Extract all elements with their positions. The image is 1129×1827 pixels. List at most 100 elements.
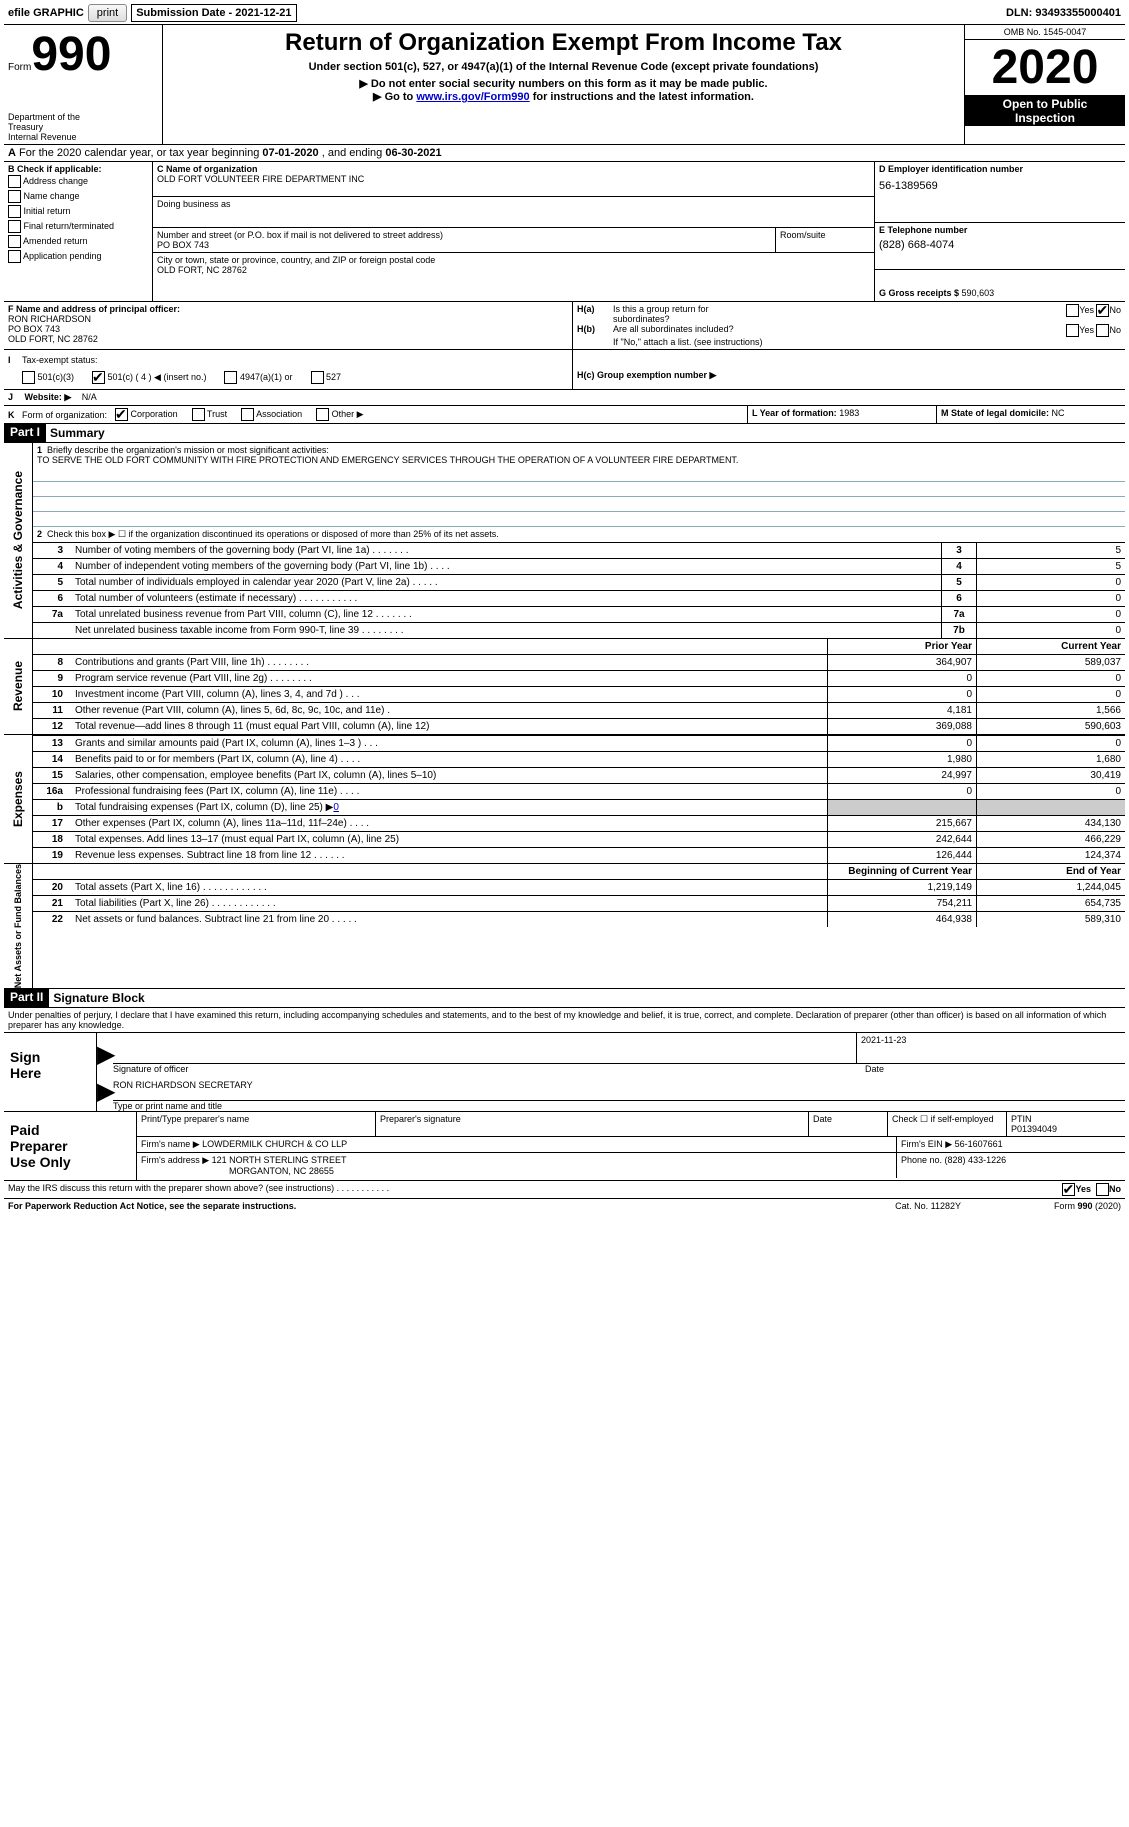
city-label: City or town, state or province, country… bbox=[157, 255, 870, 265]
dept-line3: Internal Revenue bbox=[8, 132, 158, 142]
irs-link[interactable]: www.irs.gov/Form990 bbox=[416, 91, 529, 103]
cname: OLD FORT VOLUNTEER FIRE DEPARTMENT INC bbox=[157, 174, 870, 184]
state-domicile: NC bbox=[1052, 408, 1065, 418]
warn2: ▶ Go to www.irs.gov/Form990 for instruct… bbox=[171, 90, 956, 103]
side-expenses: Expenses bbox=[11, 771, 25, 827]
org-form-option[interactable]: Association bbox=[241, 408, 302, 421]
officer-name-title: RON RICHARDSON SECRETARY bbox=[113, 1080, 1125, 1101]
street-label: Number and street (or P.O. box if mail i… bbox=[157, 230, 771, 240]
dln-value: 93493355000401 bbox=[1035, 7, 1121, 19]
form-word: Form990 bbox=[8, 27, 158, 82]
tax-status-option[interactable]: 4947(a)(1) or bbox=[224, 371, 292, 384]
org-form-option[interactable]: Trust bbox=[192, 408, 228, 421]
officer-addr2: OLD FORT, NC 28762 bbox=[8, 334, 568, 344]
room-label: Room/suite bbox=[780, 230, 870, 240]
line-k-text: Form of organization: bbox=[22, 410, 107, 420]
summary-net: Net Assets or Fund Balances Beginning of… bbox=[4, 864, 1125, 989]
tax-status-option[interactable]: 527 bbox=[311, 371, 342, 384]
part-ii-tag: Part II bbox=[4, 989, 49, 1007]
submission-date: 2021-12-21 bbox=[235, 7, 291, 19]
sign-date: 2021-11-23 bbox=[856, 1033, 1125, 1064]
hdr-begin: Beginning of Current Year bbox=[828, 864, 977, 879]
print-button[interactable]: print bbox=[88, 4, 127, 22]
box-b-item[interactable]: Application pending bbox=[8, 249, 148, 264]
box-b-item[interactable]: Name change bbox=[8, 189, 148, 204]
preparer-block: Paid Preparer Use Only Print/Type prepar… bbox=[4, 1112, 1125, 1181]
box-b-title: B Check if applicable: bbox=[8, 164, 148, 174]
dba-label: Doing business as bbox=[157, 199, 870, 209]
website-value: N/A bbox=[74, 392, 97, 402]
psig-label: Preparer's signature bbox=[376, 1112, 809, 1136]
ptname-label: Print/Type preparer's name bbox=[137, 1112, 376, 1136]
open-inspection: Open to PublicInspection bbox=[965, 96, 1125, 126]
klm-row: K Form of organization: Corporation Trus… bbox=[4, 406, 1125, 424]
self-emp-label: Check ☐ if self-employed bbox=[888, 1112, 1007, 1136]
submission-date-box: Submission Date - 2021-12-21 bbox=[131, 4, 296, 22]
ptin: P01394049 bbox=[1011, 1124, 1121, 1134]
summary-rev: Revenue Prior Year Current Year 8Contrib… bbox=[4, 639, 1125, 735]
side-revenue: Revenue bbox=[11, 661, 25, 711]
line-j: J Website: ▶ N/A bbox=[4, 390, 1125, 406]
org-form-option[interactable]: Corporation bbox=[115, 408, 178, 421]
part-i-title: Summary bbox=[46, 424, 109, 442]
dln-label: DLN: bbox=[1006, 7, 1035, 19]
part-ii-header: Part II Signature Block bbox=[4, 989, 1125, 1008]
h-b: H(b) Are all subordinates included? Yes … bbox=[577, 324, 1121, 337]
form-title: Return of Organization Exempt From Incom… bbox=[171, 29, 956, 57]
form-number: 990 bbox=[31, 28, 111, 81]
tax-status-option[interactable]: 501(c)(3) bbox=[22, 371, 74, 384]
officer-addr1: PO BOX 743 bbox=[8, 324, 568, 334]
box-b: B Check if applicable: Address change Na… bbox=[4, 162, 153, 301]
tel: (828) 668-4074 bbox=[879, 239, 1121, 251]
box-b-item[interactable]: Address change bbox=[8, 174, 148, 189]
footer-right: Form 990 (2020) bbox=[961, 1201, 1121, 1211]
preparer-label: Paid Preparer Use Only bbox=[4, 1112, 137, 1180]
h-note: If "No," attach a list. (see instruction… bbox=[577, 337, 1121, 347]
penalties-text: Under penalties of perjury, I declare th… bbox=[4, 1008, 1125, 1033]
sig-of-officer-label: Signature of officer bbox=[113, 1064, 865, 1074]
mission-text: TO SERVE THE OLD FORT COMMUNITY WITH FIR… bbox=[37, 455, 738, 465]
summary-exp: Expenses 13Grants and similar amounts pa… bbox=[4, 735, 1125, 864]
part-i-tag: Part I bbox=[4, 424, 46, 442]
ein: 56-1389569 bbox=[879, 180, 1121, 192]
form-subtitle: Under section 501(c), 527, or 4947(a)(1)… bbox=[171, 61, 956, 73]
side-net: Net Assets or Fund Balances bbox=[13, 864, 23, 988]
street: PO BOX 743 bbox=[157, 240, 771, 250]
top-bar: efile GRAPHIC print Submission Date - 20… bbox=[4, 4, 1125, 25]
gross-label: G Gross receipts $ bbox=[879, 288, 962, 298]
city: OLD FORT, NC 28762 bbox=[157, 265, 870, 275]
warn1: ▶ Do not enter social security numbers o… bbox=[171, 77, 956, 90]
tel-label: E Telephone number bbox=[879, 225, 1121, 235]
box-b-item[interactable]: Final return/terminated bbox=[8, 219, 148, 234]
omb-label: OMB No. 1545-0047 bbox=[965, 25, 1125, 40]
ptin-label: PTIN bbox=[1011, 1114, 1121, 1124]
sign-here-block: Sign Here ▶ 2021-11-23 Signature of offi… bbox=[4, 1033, 1125, 1112]
hdr-end: End of Year bbox=[977, 864, 1126, 879]
tax-status-option[interactable]: 501(c) ( 4 ) ◀ (insert no.) bbox=[92, 371, 206, 384]
line-2: 2 Check this box ▶ ☐ if the organization… bbox=[33, 527, 1125, 542]
line-a: A For the 2020 calendar year, or tax yea… bbox=[4, 145, 1125, 162]
footer-left: For Paperwork Reduction Act Notice, see … bbox=[8, 1201, 895, 1211]
pdate-label: Date bbox=[809, 1112, 888, 1136]
year-formation: 1983 bbox=[839, 408, 859, 418]
line-i-label: I bbox=[8, 355, 22, 365]
officer-name: RON RICHARDSON bbox=[8, 314, 568, 324]
h-a: H(a) Is this a group return forsubordina… bbox=[577, 304, 1121, 324]
efile-label: efile GRAPHIC bbox=[4, 5, 88, 21]
part-ii-title: Signature Block bbox=[49, 989, 148, 1007]
org-form-option[interactable]: Other ▶ bbox=[316, 408, 363, 421]
box-deg: D Employer identification number 56-1389… bbox=[875, 162, 1125, 301]
submission-label: Submission Date - bbox=[136, 7, 235, 19]
firm-addr1: 121 NORTH STERLING STREET bbox=[212, 1155, 347, 1165]
firm-ein: 56-1607661 bbox=[955, 1139, 1003, 1149]
type-print-label: Type or print name and title bbox=[113, 1101, 222, 1111]
side-governance: Activities & Governance bbox=[11, 471, 25, 609]
hdr-current: Current Year bbox=[977, 639, 1126, 654]
form-header: Form990 Department of the Treasury Inter… bbox=[4, 25, 1125, 145]
box-b-item[interactable]: Initial return bbox=[8, 204, 148, 219]
footer-mid: Cat. No. 11282Y bbox=[895, 1201, 961, 1211]
box-b-item[interactable]: Amended return bbox=[8, 234, 148, 249]
firm-name: LOWDERMILK CHURCH & CO LLP bbox=[202, 1139, 347, 1149]
discuss-row: May the IRS discuss this return with the… bbox=[4, 1181, 1125, 1199]
footer: For Paperwork Reduction Act Notice, see … bbox=[4, 1199, 1125, 1213]
